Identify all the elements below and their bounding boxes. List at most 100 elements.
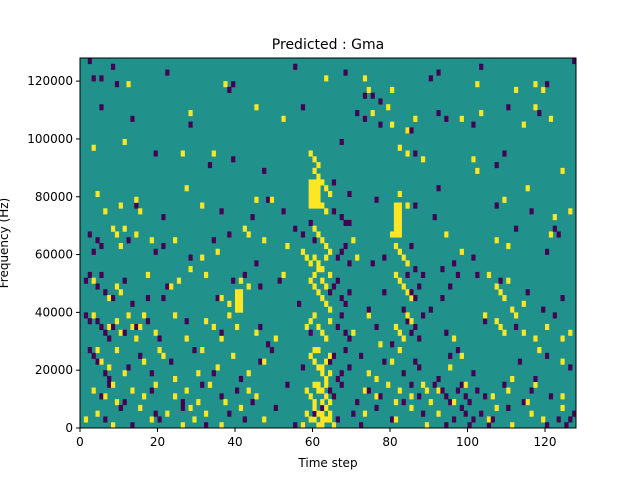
heatmap-cell bbox=[533, 335, 538, 342]
heatmap-cell bbox=[114, 81, 120, 88]
heatmap-cell bbox=[262, 416, 267, 423]
heatmap-cell bbox=[467, 422, 472, 429]
heatmap-cell bbox=[444, 115, 449, 122]
heatmap-cell bbox=[324, 375, 329, 383]
heatmap-cell bbox=[393, 399, 399, 406]
heatmap-cell bbox=[401, 335, 406, 342]
heatmap-cell bbox=[328, 190, 333, 198]
heatmap-cell bbox=[114, 231, 120, 238]
heatmap-cell bbox=[118, 243, 123, 250]
heatmap-cell bbox=[525, 289, 530, 296]
heatmap-cell bbox=[374, 323, 379, 331]
heatmap-cell bbox=[235, 300, 240, 307]
heatmap-cell bbox=[537, 110, 542, 117]
heatmap-cell bbox=[459, 352, 464, 359]
heatmap-cell bbox=[219, 335, 224, 342]
heatmap-cell bbox=[300, 422, 306, 429]
heatmap-cell bbox=[161, 352, 166, 359]
heatmap-cell bbox=[444, 329, 449, 336]
heatmap-cell bbox=[99, 75, 104, 82]
heatmap-cell bbox=[506, 104, 511, 111]
heatmap-cell bbox=[324, 254, 329, 261]
heatmap-cell bbox=[316, 364, 321, 371]
heatmap-cell bbox=[219, 422, 224, 429]
heatmap-cell bbox=[87, 347, 92, 354]
heatmap-cell bbox=[118, 329, 123, 336]
heatmap-cell bbox=[320, 277, 325, 284]
heatmap-cell bbox=[316, 381, 321, 388]
heatmap-cell bbox=[328, 387, 333, 394]
heatmap-cell bbox=[533, 104, 538, 111]
heatmap-cell bbox=[324, 404, 329, 411]
y-tick-label: 0 bbox=[65, 421, 73, 435]
heatmap-cell bbox=[145, 318, 151, 325]
heatmap-cell bbox=[471, 121, 476, 128]
heatmap-cell bbox=[316, 266, 321, 273]
heatmap-cell bbox=[211, 150, 216, 157]
heatmap-cell bbox=[122, 399, 127, 406]
heatmap-cell bbox=[452, 399, 457, 406]
heatmap-cell bbox=[409, 289, 414, 296]
heatmap-cell bbox=[266, 341, 271, 348]
heatmap-cell bbox=[312, 416, 317, 423]
heatmap-cell bbox=[219, 208, 224, 215]
heatmap-cell bbox=[297, 300, 302, 307]
heatmap-cell bbox=[320, 266, 325, 273]
heatmap-cell bbox=[235, 295, 240, 302]
heatmap-cell bbox=[316, 422, 321, 429]
heatmap-cell bbox=[370, 260, 375, 267]
heatmap-cell bbox=[114, 283, 120, 290]
heatmap-cell bbox=[355, 399, 360, 406]
heatmap-cell bbox=[560, 358, 565, 365]
heatmap-cell bbox=[339, 370, 344, 377]
heatmap-cell bbox=[463, 410, 468, 417]
heatmap-cell bbox=[138, 323, 143, 331]
heatmap-cell bbox=[227, 312, 232, 319]
heatmap-cell bbox=[335, 416, 340, 423]
heatmap-cell bbox=[126, 237, 131, 244]
y-tick-label: 120000 bbox=[27, 74, 73, 88]
heatmap-cell bbox=[211, 323, 216, 331]
heatmap-cell bbox=[362, 75, 368, 82]
heatmap-cell bbox=[308, 416, 313, 423]
heatmap-cell bbox=[99, 358, 104, 365]
heatmap-cell bbox=[312, 185, 317, 192]
heatmap-cell bbox=[397, 202, 402, 209]
heatmap-cell bbox=[506, 243, 511, 250]
heatmap-cell bbox=[436, 110, 441, 117]
heatmap-cell bbox=[339, 295, 344, 302]
heatmap-cell bbox=[308, 318, 313, 325]
heatmap-cell bbox=[417, 335, 422, 342]
heatmap-cell bbox=[324, 393, 329, 400]
heatmap-cell bbox=[382, 254, 387, 261]
heatmap-cell bbox=[362, 410, 368, 417]
heatmap-cell bbox=[335, 323, 340, 331]
heatmap-cell bbox=[312, 271, 317, 278]
heatmap-cell bbox=[390, 86, 395, 93]
heatmap-cell bbox=[393, 202, 399, 209]
heatmap-cell bbox=[254, 393, 259, 400]
heatmap-cell bbox=[316, 196, 321, 203]
heatmap-cell bbox=[207, 162, 213, 169]
heatmap-cell bbox=[126, 312, 131, 319]
heatmap-cell bbox=[184, 335, 189, 342]
heatmap-cell bbox=[417, 364, 422, 371]
heatmap-cell bbox=[122, 225, 127, 232]
heatmap-cell bbox=[370, 92, 375, 99]
heatmap-cell bbox=[393, 225, 399, 232]
heatmap-cell bbox=[328, 248, 333, 255]
heatmap-cell bbox=[343, 243, 348, 250]
heatmap-cell bbox=[405, 127, 410, 134]
heatmap-cell bbox=[235, 289, 240, 296]
plot-frame bbox=[79, 57, 577, 429]
heatmap-cell bbox=[165, 410, 170, 417]
heatmap-cell bbox=[533, 81, 538, 88]
heatmap-cell bbox=[316, 231, 321, 238]
heatmap-cell bbox=[393, 208, 399, 215]
heatmap-cell bbox=[184, 387, 189, 394]
heatmap-cell bbox=[316, 410, 321, 417]
heatmap-cell bbox=[118, 289, 123, 296]
heatmap-cell bbox=[161, 243, 166, 250]
heatmap-cell bbox=[436, 375, 441, 383]
heatmap-cell bbox=[560, 393, 565, 400]
